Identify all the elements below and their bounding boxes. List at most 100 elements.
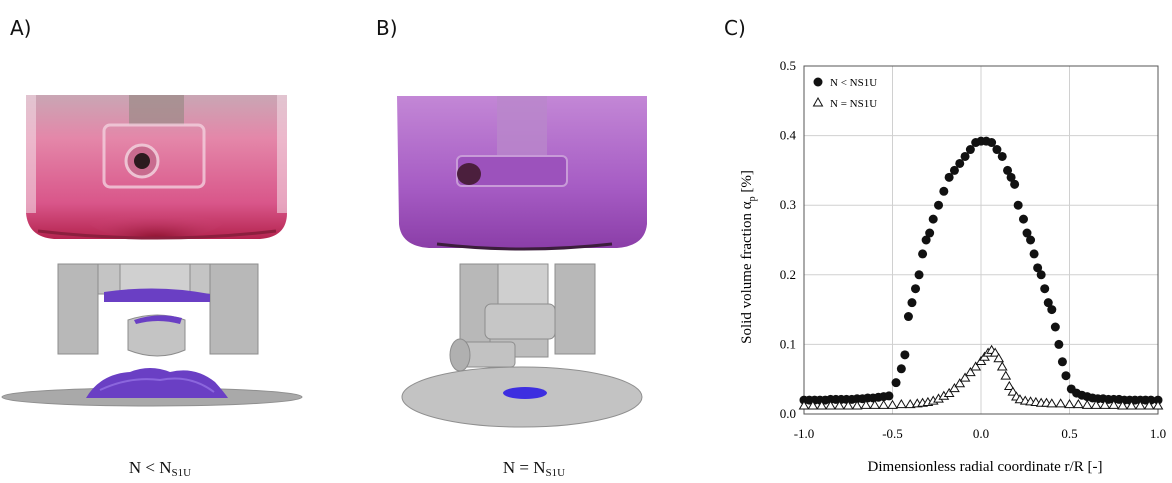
series-2-point-5 <box>842 400 854 410</box>
series-1-point-40 <box>997 151 1007 161</box>
legend-marker-series-2 <box>812 96 824 107</box>
series-1-point-48 <box>1029 249 1039 259</box>
data-points <box>798 136 1164 410</box>
series-1-point-54 <box>1050 322 1060 332</box>
series-1-point-29 <box>939 186 949 196</box>
legend-label-series-1: N < NS1U <box>830 77 877 89</box>
series-2-point-32 <box>1000 370 1012 380</box>
panel-a-caption-sub: S1U <box>171 467 192 479</box>
series-2-point-52 <box>1134 400 1146 410</box>
panel-a-caption-main: N < N <box>128 458 172 477</box>
series-1-point-51 <box>1040 284 1050 294</box>
series-2-point-6 <box>851 400 863 410</box>
series-2-point-8 <box>869 399 881 409</box>
series-1-point-32 <box>955 158 965 168</box>
series-2-point-54 <box>1152 400 1164 410</box>
series-1-point-44 <box>1013 200 1023 210</box>
panel-b-cfd-drawing <box>401 263 643 428</box>
series-1-point-34 <box>965 145 975 155</box>
series-1-point-45 <box>1018 214 1028 224</box>
series-2-point-48 <box>1099 399 1111 409</box>
series-1-point-74 <box>1153 395 1163 405</box>
x-tick-label-4: 1.0 <box>1150 426 1166 441</box>
series-1-point-39 <box>992 145 1002 155</box>
series-2-point-10 <box>887 399 898 409</box>
series-1-point-43 <box>1010 179 1020 189</box>
y-tick-label-0: 0.0 <box>780 406 796 421</box>
series-1-point-22 <box>911 284 921 294</box>
series-2-point-12 <box>904 398 916 409</box>
legend: N < NS1U N = NS1U <box>812 77 877 110</box>
series-2-point-30 <box>993 353 1005 363</box>
panel-b-caption-sub: S1U <box>545 467 566 479</box>
series-2-point-33 <box>1003 380 1015 391</box>
series-2-point-23 <box>965 366 976 377</box>
series-2-point-3 <box>825 400 836 410</box>
series-2-point-31 <box>996 361 1008 371</box>
series-2-point-29 <box>989 347 1001 357</box>
series-2-point-1 <box>807 400 819 410</box>
y-axis-label-unit: [%] <box>739 170 755 196</box>
series-2-point-22 <box>959 372 971 382</box>
x-tick-labels: -1.0 -0.5 0.0 0.5 1.0 <box>794 426 1166 441</box>
legend-marker-series-1 <box>813 77 823 87</box>
series-1-point-18 <box>896 364 906 374</box>
series-2-point-49 <box>1108 399 1120 409</box>
series-1-point-53 <box>1047 305 1057 315</box>
series-1-point-50 <box>1036 270 1046 280</box>
x-tick-label-1: -0.5 <box>882 426 903 441</box>
y-tick-label-3: 0.3 <box>780 197 796 212</box>
panel-b-label: B) <box>376 16 398 40</box>
series-1-point-33 <box>960 151 970 161</box>
legend-label-series-2: N = NS1U <box>830 98 877 110</box>
series-1-point-19 <box>900 350 910 360</box>
panel-b-caption: N = NS1U <box>434 458 634 479</box>
series-2-point-46 <box>1081 399 1093 409</box>
panel-b-caption-main: N = N <box>502 458 546 477</box>
y-axis-label-main: Solid volume fraction α <box>739 201 755 344</box>
plot-frame <box>803 65 1159 415</box>
series-1-point-47 <box>1026 235 1036 245</box>
panel-a-photo-drawing <box>26 95 287 240</box>
series-1-point-42 <box>1006 172 1016 182</box>
series-1-point-17 <box>891 378 901 388</box>
panel-a-caption: N < NS1U <box>60 458 260 479</box>
series-2-point-21 <box>954 378 966 388</box>
series-2-point-53 <box>1143 400 1155 410</box>
series-2-point-34 <box>1007 386 1019 396</box>
panel-a-cfd-drawing <box>1 263 303 407</box>
y-axis-label: Solid volume fraction αp [%] <box>739 170 758 344</box>
series-1-point-56 <box>1057 357 1067 367</box>
series-1-point-38 <box>987 138 997 148</box>
x-tick-label-2: 0.0 <box>973 426 989 441</box>
series-2-point-51 <box>1126 400 1137 410</box>
series-1-point-20 <box>903 312 913 322</box>
y-tick-labels: 0.0 0.1 0.2 0.3 0.4 0.5 <box>780 58 797 421</box>
series-1-point-49 <box>1033 263 1043 273</box>
series-1-point-16 <box>884 391 894 401</box>
series-2-point-47 <box>1090 399 1102 409</box>
series-2-point-20 <box>949 382 960 393</box>
panel-b-cfd-render <box>400 262 645 430</box>
series-1-point-41 <box>1003 165 1013 175</box>
series-2-point-19 <box>943 387 955 397</box>
series-2-point-44 <box>1064 398 1075 409</box>
series-1-point-30 <box>944 172 954 182</box>
series-2-point-2 <box>816 400 828 410</box>
y-tick-label-1: 0.1 <box>780 336 796 351</box>
series-1-point-24 <box>918 249 928 259</box>
series-2-point-24 <box>970 361 982 371</box>
series-1-point-23 <box>914 270 924 280</box>
series-1-point-28 <box>934 200 944 210</box>
series-2-point-7 <box>860 399 872 409</box>
series-1-point-26 <box>925 228 935 238</box>
series-1-point-55 <box>1054 339 1064 349</box>
series-1-point-25 <box>921 235 931 245</box>
solid-volume-fraction-chart: -1.0 -0.5 0.0 0.5 1.0 0.0 0.1 0.2 0.3 0.4 0.5 N <… <box>739 58 1166 475</box>
y-axis-label-sub: p <box>747 196 758 201</box>
series-1-point-21 <box>907 298 917 308</box>
x-tick-label-3: 0.5 <box>1061 426 1077 441</box>
series-2-point-43 <box>1055 398 1067 408</box>
series-2-point-11 <box>895 398 907 409</box>
panel-a-vessel-photo <box>24 95 289 243</box>
